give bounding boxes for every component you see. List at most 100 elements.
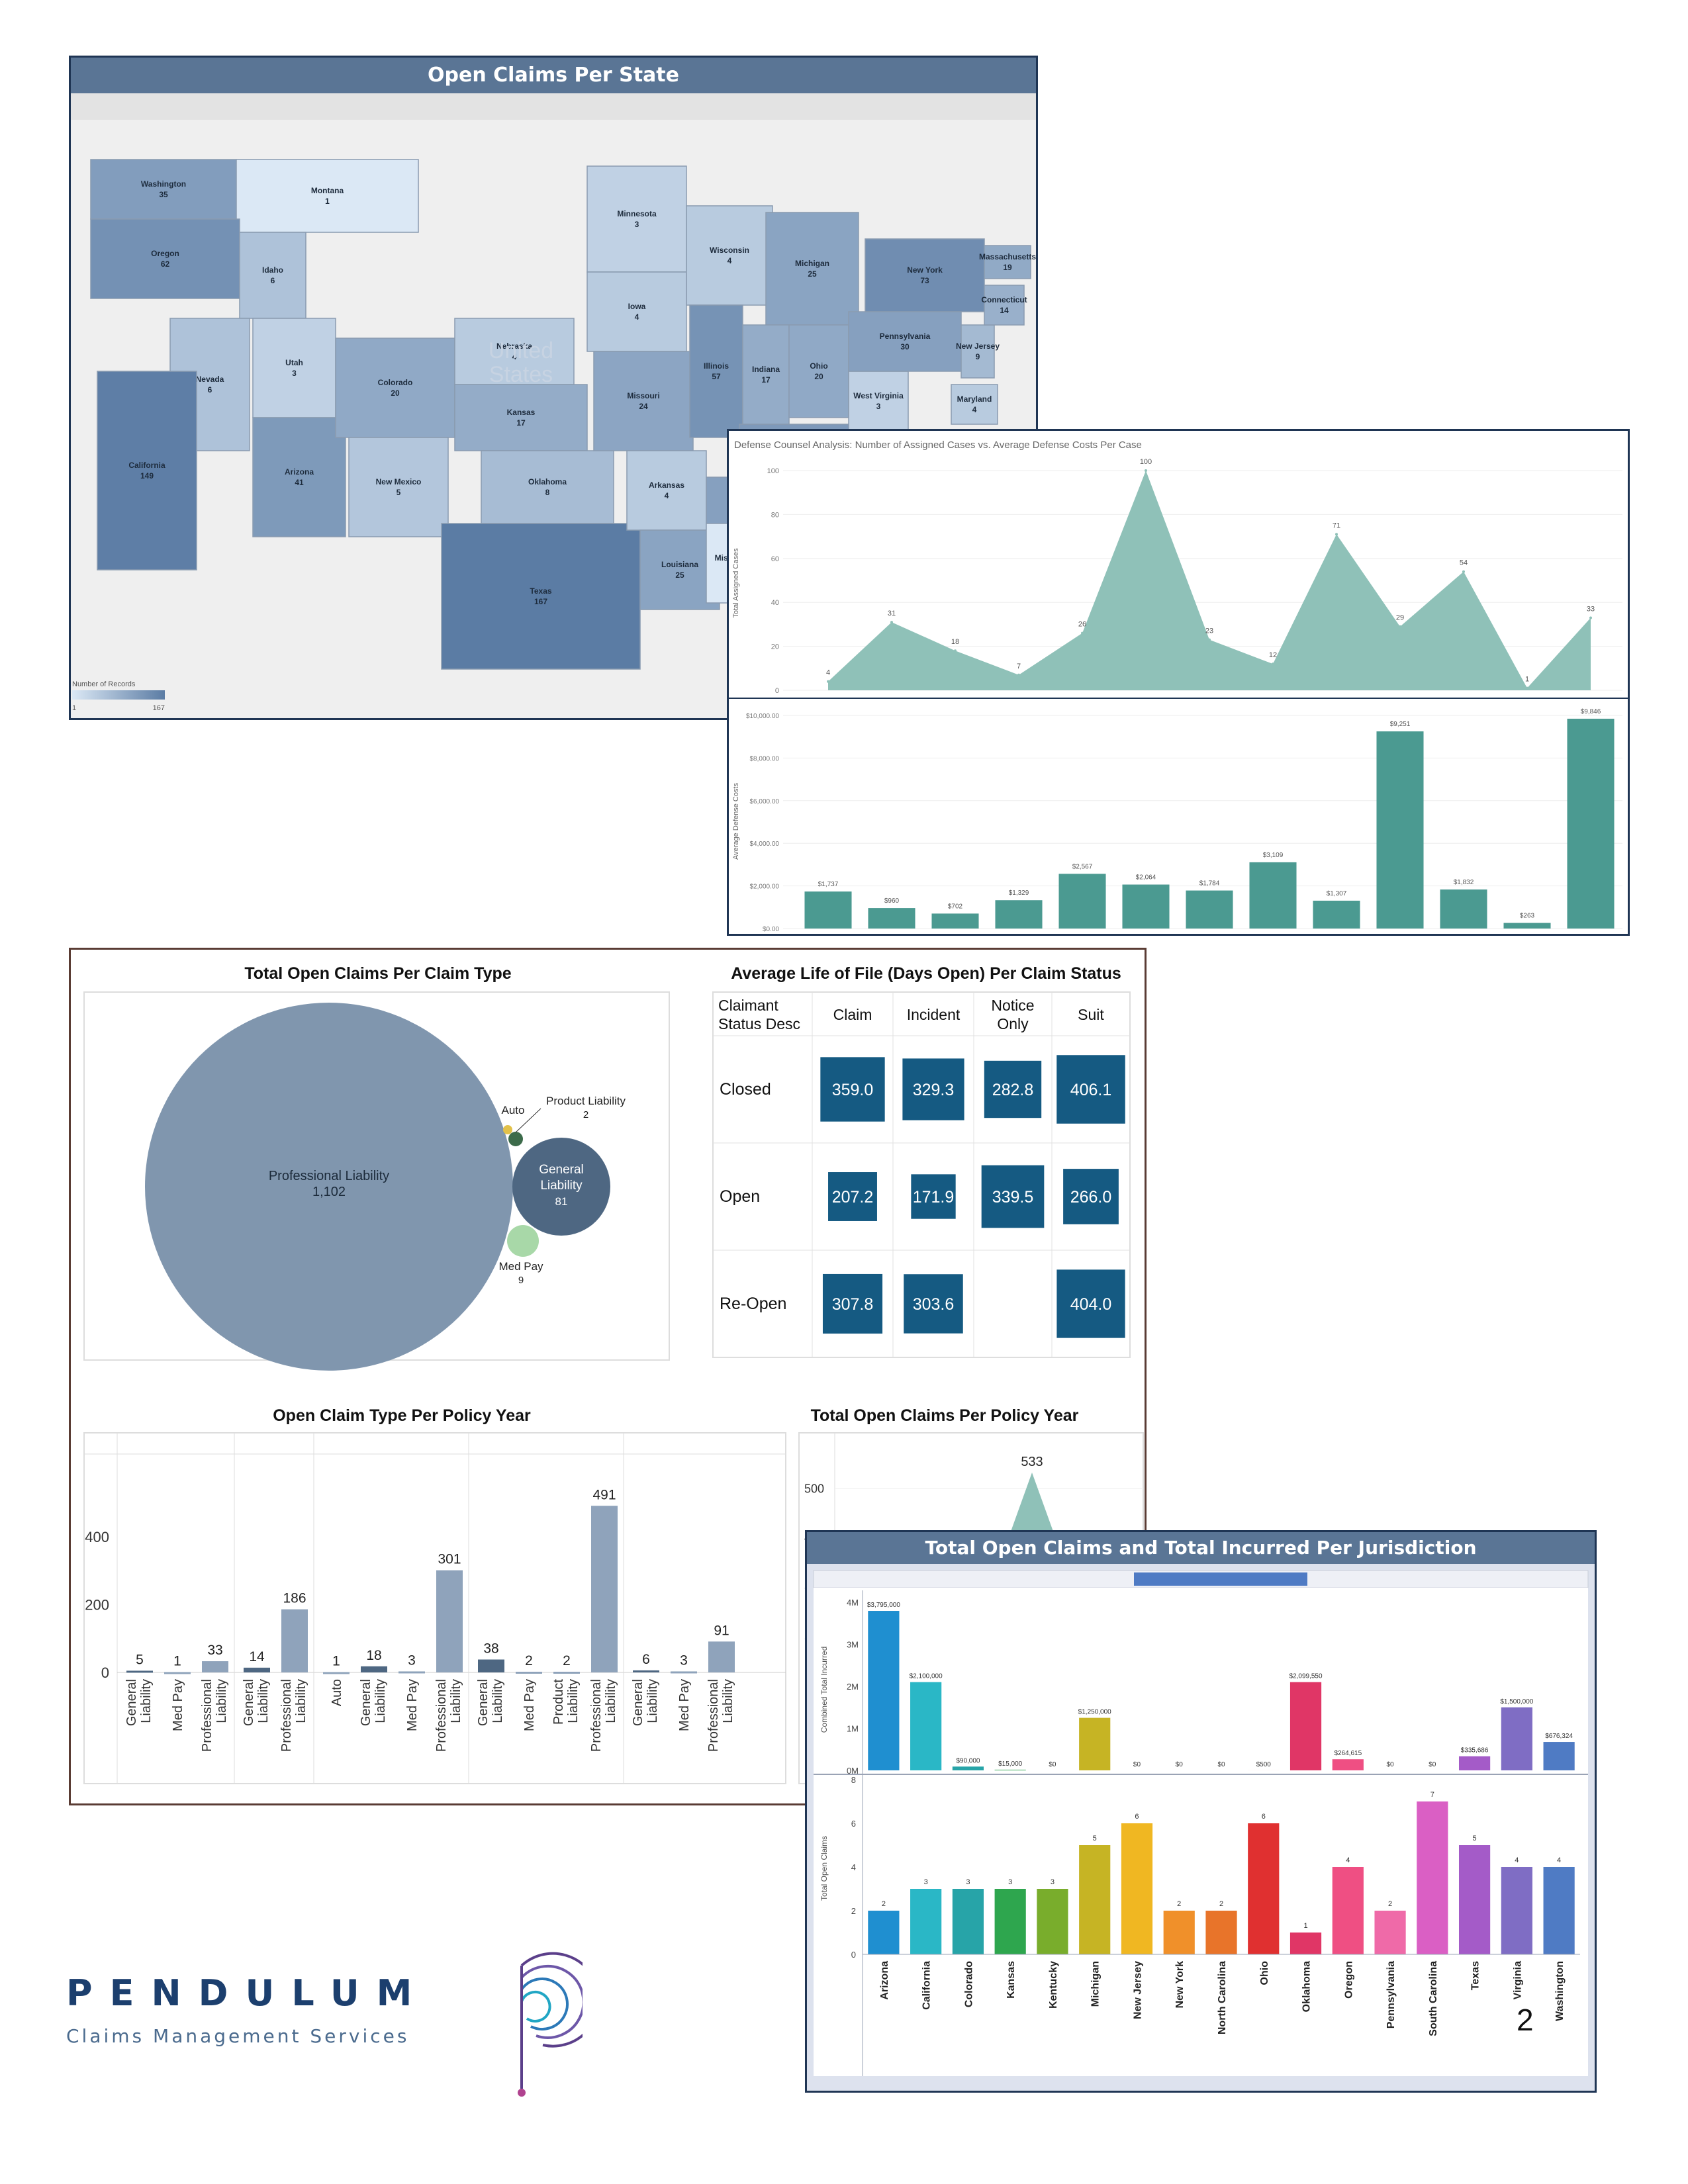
defense-cost-bar <box>1503 923 1551 929</box>
policy-type-xlabel: Med Pay <box>405 1679 420 1731</box>
defense-cases-point <box>1272 662 1274 666</box>
policy-type-bar <box>591 1506 618 1672</box>
policy-type-bar-label: 2 <box>525 1653 533 1668</box>
policy-type-xlabel: Liability <box>604 1679 618 1723</box>
jurisdiction-incurred-ylabel: Combined Total Incurred <box>820 1647 829 1733</box>
jurisdiction-xlabel: Kansas <box>1006 1961 1017 1999</box>
map-state-value: 1 <box>325 197 330 206</box>
jurisdiction-incurred-bar <box>1332 1759 1364 1770</box>
defense-cost-bar <box>804 891 852 929</box>
map-state-label: Nevada <box>196 375 224 384</box>
map-state-value: 20 <box>814 372 823 381</box>
status-cell-square <box>904 1274 963 1334</box>
status-cell-square <box>828 1172 877 1221</box>
map-state-wisconsin <box>686 205 773 306</box>
defense-cost-bar <box>1440 889 1487 929</box>
map-state-pennsylvania <box>848 311 962 372</box>
jurisdiction-incurred-label: $0 <box>1217 1761 1225 1768</box>
map-state-label: New Mexico <box>376 477 422 486</box>
policy-type-xlabel: Product <box>551 1679 566 1725</box>
jurisdiction-xlabel: South Carolina <box>1428 1961 1439 2036</box>
defense-cases-point <box>1462 570 1465 573</box>
jurisdiction-claims-bar <box>1332 1867 1364 1954</box>
defense-cases-label: 7 <box>1017 662 1021 670</box>
defense-cost-bar <box>1567 718 1615 929</box>
jurisdiction-incurred-label: $1,250,000 <box>1078 1709 1111 1716</box>
policy-type-xlabel: Liability <box>373 1679 388 1723</box>
jurisdiction-incurred-label: $2,100,000 <box>910 1673 943 1680</box>
policy-type-bar <box>323 1672 350 1674</box>
jurisdiction-incurred-label: $0 <box>1049 1761 1056 1768</box>
defense-cases-label: 100 <box>1140 458 1152 466</box>
defense-cost-label: $263 <box>1520 913 1535 920</box>
map-state-label: Arizona <box>285 467 314 477</box>
jurisdiction-claims-label: 2 <box>1388 1900 1392 1908</box>
defense-cases-label: 71 <box>1333 522 1340 529</box>
map-state-label: Idaho <box>262 265 283 275</box>
jurisdiction-claims-label: 3 <box>924 1878 928 1886</box>
jurisdiction-claims-label: 4 <box>1346 1856 1350 1864</box>
jurisdiction-xlabel: Michigan <box>1090 1961 1102 2007</box>
jurisdiction-claims-label: 3 <box>1051 1878 1055 1886</box>
defense-cases-point <box>1526 686 1528 690</box>
jurisdiction-incurred-label: $3,795,000 <box>867 1602 900 1609</box>
jurisdiction-incurred-bar <box>1458 1756 1491 1770</box>
map-state-minnesota <box>586 165 687 273</box>
jurisdiction-incurred-label: $2,099,550 <box>1289 1673 1322 1680</box>
policy-type-ytick: 400 <box>85 1529 109 1545</box>
map-state-value: 4 <box>665 491 669 500</box>
map-state-value: 4 <box>635 312 639 322</box>
map-state-iowa <box>586 271 687 352</box>
map-state-oklahoma <box>481 450 614 524</box>
map-state-label: Connecticut <box>981 295 1027 304</box>
map-state-label: Texas <box>530 586 551 596</box>
policy-type-xlabel: General <box>359 1679 373 1726</box>
map-state-value: 6 <box>208 385 212 394</box>
jurisdiction-claims-ytick: 0 <box>851 1950 856 1960</box>
bubble-leader-line <box>515 1108 541 1133</box>
policy-total-title: Total Open Claims Per Policy Year <box>811 1406 1079 1425</box>
jurisdiction-incurred-ytick: 3M <box>847 1640 859 1650</box>
map-state-nebraska <box>454 318 575 385</box>
defense-cases-label: 12 <box>1269 651 1277 659</box>
policy-total-peak-label: 533 <box>1021 1455 1043 1469</box>
map-state-value: 4 <box>512 352 517 361</box>
defense-cost-label: $2,567 <box>1072 863 1093 870</box>
map-state-value: 19 <box>1003 263 1012 272</box>
jurisdiction-panel: Total Open Claims and Total Incurred Per… <box>805 1530 1597 2093</box>
bubble-professional-liability <box>145 1003 513 1371</box>
policy-type-bar-label: 5 <box>136 1652 144 1667</box>
map-legend-bar <box>72 690 165 700</box>
jurisdiction-xlabel: California <box>921 1961 933 2010</box>
status-cell-value: 359.0 <box>832 1081 874 1099</box>
jurisdiction-incurred-bar <box>1289 1682 1322 1770</box>
defense-cost-bar <box>931 913 979 929</box>
defense-top-ytick: 100 <box>767 467 779 475</box>
defense-cases-point <box>1335 533 1338 536</box>
defense-cost-bar <box>1058 874 1106 929</box>
pendulum-logo: PENDULUM Claims Management Services <box>66 1919 583 2105</box>
jurisdiction-xlabel: Arizona <box>879 1961 890 2000</box>
policy-type-bar-label: 3 <box>408 1653 416 1668</box>
status-cell-value: 307.8 <box>832 1295 874 1314</box>
jurisdiction-claims-bar <box>1163 1911 1195 1954</box>
status-title: Average Life of File (Days Open) Per Cla… <box>731 964 1121 983</box>
defense-cost-label: $1,832 <box>1454 879 1474 886</box>
defense-cost-bar <box>868 908 915 929</box>
bubble-label: Med Pay <box>498 1260 543 1273</box>
map-state-label: Colorado <box>378 378 413 387</box>
map-state-label: Arkansas <box>649 480 684 490</box>
map-state-maryland <box>951 384 998 425</box>
logo-wordmark: PENDULUM <box>66 1972 430 2014</box>
map-state-massachusetts <box>984 245 1031 279</box>
defense-cases-area <box>828 471 1591 690</box>
jurisdiction-svg: 0M 1M 2M 3M 4M Combined Total Incurred $3,795,… <box>813 1570 1589 2076</box>
policy-type-xlabel: Professional <box>200 1679 214 1752</box>
map-state-utah <box>252 318 336 418</box>
defense-cases-point <box>1399 625 1401 628</box>
defense-cases-label: 18 <box>951 638 959 646</box>
bubble-title: Total Open Claims Per Claim Type <box>244 964 511 983</box>
map-state-value: 8 <box>545 488 550 497</box>
policy-type-bar-label: 38 <box>483 1641 498 1657</box>
jurisdiction-claims-bar <box>1079 1845 1111 1954</box>
